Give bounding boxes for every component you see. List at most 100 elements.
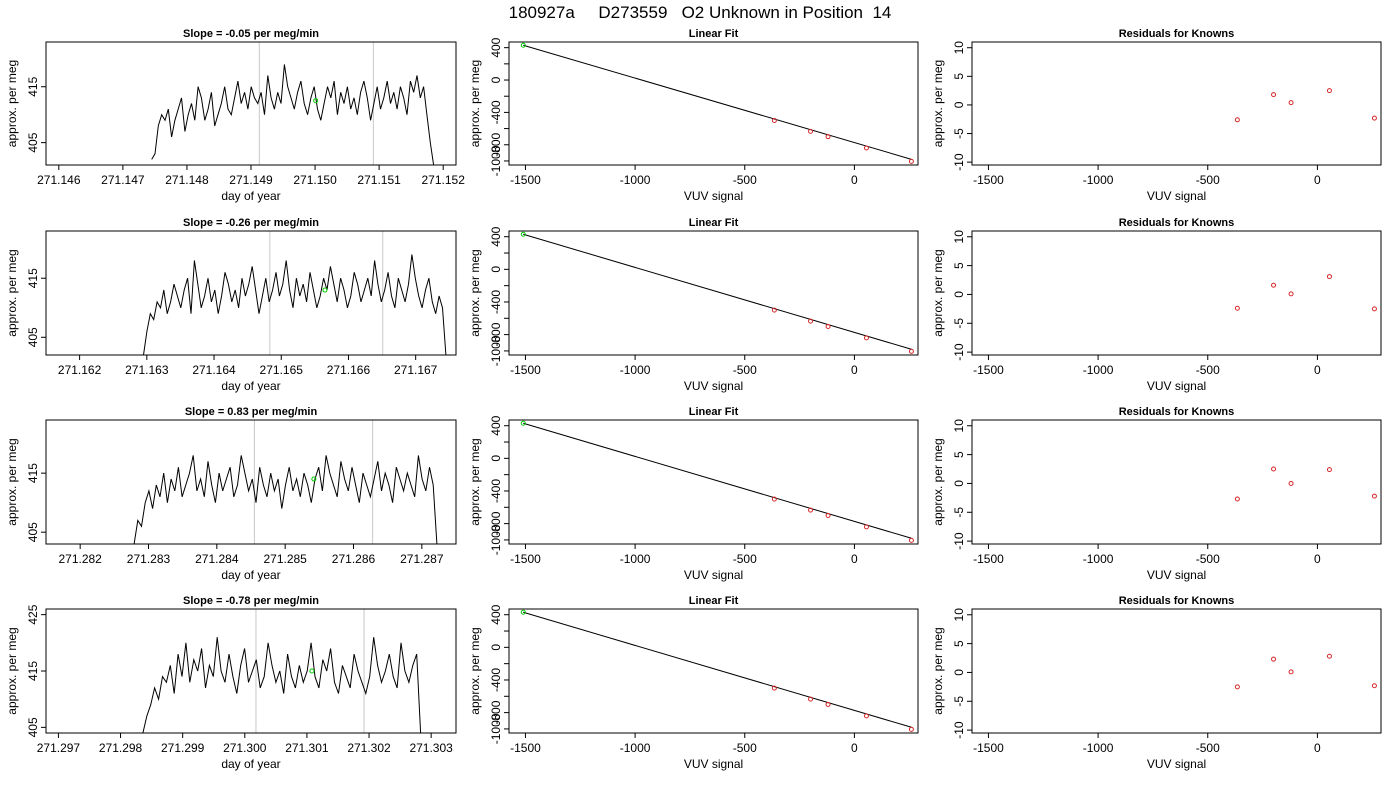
- x-tick-label: 271.285: [263, 552, 307, 566]
- y-tick-label: -5: [952, 318, 966, 329]
- y-axis-label: approx. per meg: [5, 438, 19, 525]
- y-tick-label: 5: [952, 451, 966, 458]
- x-tick-label: -500: [733, 552, 757, 566]
- y-tick-label: -400: [489, 479, 503, 503]
- unknown-point: [313, 98, 319, 104]
- y-tick-label: 0: [489, 455, 503, 462]
- y-tick-label: 5: [952, 73, 966, 80]
- plot-frame: [971, 41, 1382, 166]
- known-point: [825, 512, 831, 518]
- residual-point: [1271, 466, 1277, 472]
- x-axis-label: VUV signal: [684, 568, 743, 582]
- known-point: [908, 537, 914, 543]
- x-tick-label: -1500: [973, 363, 1004, 377]
- x-tick-label: 271.282: [58, 552, 102, 566]
- fit-line: [523, 233, 912, 350]
- plot-frame: [971, 230, 1382, 356]
- x-tick-label: 271.148: [165, 173, 209, 187]
- x-tick-label: -1500: [973, 173, 1004, 187]
- panel-title: Residuals for Knowns: [1119, 595, 1235, 607]
- panel-title: Slope = -0.05 per meg/min: [183, 28, 319, 40]
- plot-frame: [971, 608, 1382, 734]
- panel-title: Linear Fit: [689, 406, 739, 418]
- x-tick-label: -1000: [620, 552, 651, 566]
- residual-point: [1234, 117, 1240, 123]
- residual-point: [1326, 274, 1332, 280]
- x-tick-label: 271.299: [161, 741, 205, 755]
- y-tick-label: -5: [952, 507, 966, 518]
- unknown-point: [311, 476, 317, 482]
- y-tick-label: 405: [26, 717, 40, 737]
- x-tick-label: -1500: [510, 552, 541, 566]
- x-tick-label: -1500: [510, 741, 541, 755]
- plot-area: [143, 231, 447, 355]
- x-tick-label: 271.297: [37, 741, 81, 755]
- y-tick-label: -800: [489, 322, 503, 346]
- x-tick-label: 0: [851, 363, 858, 377]
- y-tick-label: 0: [952, 291, 966, 298]
- y-tick-label: 415: [26, 76, 40, 96]
- x-tick-label: 271.162: [58, 363, 102, 377]
- x-tick-label: 271.286: [332, 552, 376, 566]
- y-tick-label: 415: [26, 268, 40, 288]
- x-tick-label: 0: [1314, 552, 1321, 566]
- y-tick-label: 5: [952, 640, 966, 647]
- residual-point: [1326, 467, 1332, 473]
- residual-point: [1234, 305, 1240, 311]
- series-line: [143, 254, 447, 355]
- page-title: 180927a D273559 O2 Unknown in Position 1…: [508, 3, 892, 22]
- panel-title: Slope = -0.26 per meg/min: [183, 217, 319, 229]
- plot-area: [142, 609, 422, 733]
- x-tick-label: 0: [851, 552, 858, 566]
- y-tick-label: -800: [489, 700, 503, 724]
- plot-area: [1234, 274, 1377, 312]
- x-tick-label: 271.283: [127, 552, 171, 566]
- y-tick-label: 415: [26, 463, 40, 483]
- panel-title: Residuals for Knowns: [1119, 28, 1235, 40]
- x-axis-label: VUV signal: [684, 189, 743, 203]
- plot-area: [520, 42, 914, 164]
- y-tick-label: -10: [952, 343, 966, 361]
- x-axis-label: day of year: [221, 379, 280, 393]
- x-tick-label: 271.166: [327, 363, 371, 377]
- residual-point: [1271, 282, 1277, 288]
- panel-4: Slope = -0.78 per meg/min 271.297 271.298 2…: [5, 595, 457, 771]
- known-point: [908, 348, 914, 354]
- y-tick-label: -1000: [489, 145, 503, 176]
- fit-line: [523, 422, 912, 539]
- y-axis-label: approx. per meg: [468, 627, 482, 714]
- residual-point: [1326, 653, 1332, 659]
- known-point: [863, 145, 869, 151]
- panel-title: Slope = -0.78 per meg/min: [183, 595, 319, 607]
- y-tick-label: 405: [26, 327, 40, 347]
- y-tick-label: 400: [489, 37, 503, 57]
- x-tick-label: 271.300: [223, 741, 267, 755]
- plot-area: [133, 420, 438, 544]
- residual-point: [1288, 480, 1294, 486]
- y-tick-label: -400: [489, 290, 503, 314]
- unknown-point: [520, 420, 526, 426]
- y-tick-label: -5: [952, 128, 966, 139]
- y-tick-label: -1000: [489, 335, 503, 366]
- panel-8: Linear Fit-1500 -1000 -500 0-1000-800-40004…: [468, 595, 919, 771]
- y-tick-label: -1000: [489, 713, 503, 744]
- panel-2: Slope = -0.26 per meg/min 271.162 271.163 2…: [5, 217, 457, 393]
- x-tick-label: 271.163: [125, 363, 169, 377]
- y-axis-label: approx. per meg: [5, 249, 19, 336]
- y-tick-label: 405: [26, 132, 40, 152]
- x-tick-label: -500: [1196, 552, 1220, 566]
- plot-frame: [508, 41, 919, 166]
- panel-7: Linear Fit-1500 -1000 -500 0-1000-800-40004…: [468, 406, 919, 582]
- x-tick-label: 0: [851, 741, 858, 755]
- panel-title: Linear Fit: [689, 217, 739, 229]
- x-tick-label: -1000: [1083, 363, 1114, 377]
- y-axis-label: approx. per meg: [5, 627, 19, 714]
- y-tick-label: 0: [952, 480, 966, 487]
- plot-frame: [508, 230, 919, 356]
- plot-area: [151, 42, 435, 165]
- y-tick-label: -800: [489, 132, 503, 156]
- residual-point: [1371, 115, 1377, 121]
- known-point: [771, 496, 777, 502]
- known-point: [908, 726, 914, 732]
- x-tick-label: -1000: [620, 741, 651, 755]
